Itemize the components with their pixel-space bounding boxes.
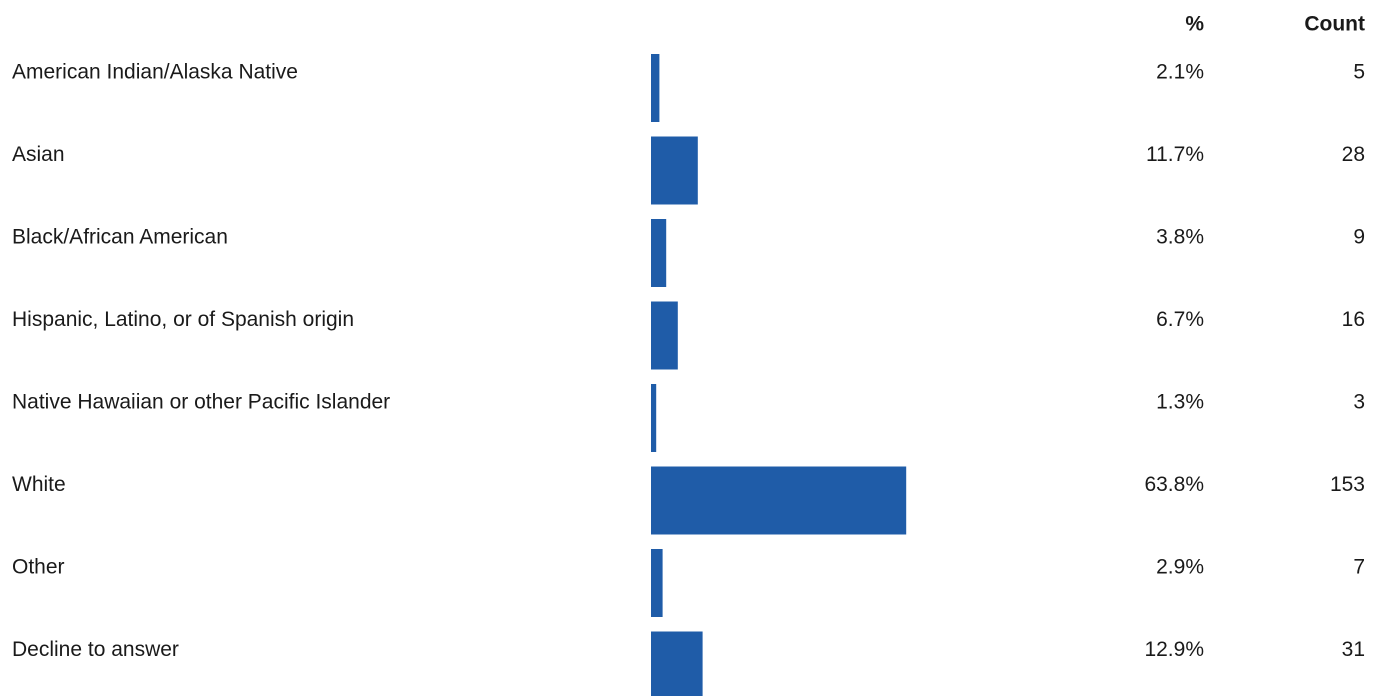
- percent-label: 12.9%: [1144, 638, 1204, 661]
- percent-label: 2.1%: [1156, 61, 1204, 84]
- bar: [651, 219, 667, 287]
- bar: [651, 549, 663, 617]
- count-label: 3: [1353, 391, 1365, 414]
- bar: [651, 384, 657, 452]
- percent-label: 11.7%: [1146, 143, 1204, 166]
- count-label: 16: [1342, 308, 1365, 331]
- category-label: Decline to answer: [12, 638, 179, 661]
- count-label: 9: [1353, 226, 1365, 249]
- bar: [651, 466, 907, 535]
- bar: [651, 301, 678, 370]
- bar: [651, 631, 703, 696]
- bar: [651, 136, 698, 205]
- category-label: Black/African American: [12, 226, 228, 249]
- category-label: Asian: [12, 143, 65, 166]
- percent-label: 2.9%: [1156, 556, 1204, 579]
- count-label: 153: [1330, 473, 1365, 496]
- count-label: 5: [1353, 61, 1365, 84]
- column-header: Count: [1304, 13, 1365, 36]
- bar: [651, 54, 660, 122]
- category-label: Hispanic, Latino, or of Spanish origin: [12, 308, 354, 331]
- category-label: American Indian/Alaska Native: [12, 61, 298, 84]
- count-label: 28: [1342, 143, 1365, 166]
- percent-label: 63.8%: [1144, 473, 1204, 496]
- count-label: 31: [1342, 638, 1365, 661]
- column-header: %: [1185, 13, 1204, 36]
- category-label: Other: [12, 556, 65, 579]
- percent-label: 6.7%: [1156, 308, 1204, 331]
- category-label: White: [12, 473, 66, 496]
- count-label: 7: [1353, 556, 1365, 579]
- category-label: Native Hawaiian or other Pacific Islande…: [12, 391, 390, 414]
- percent-label: 3.8%: [1156, 226, 1204, 249]
- percent-label: 1.3%: [1156, 391, 1204, 414]
